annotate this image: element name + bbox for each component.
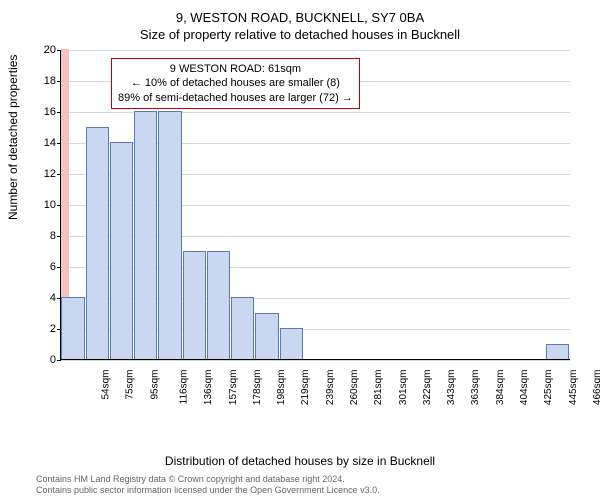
y-tick-label: 6 bbox=[26, 261, 56, 273]
chart-container: 9, WESTON ROAD, BUCKNELL, SY7 0BA Size o… bbox=[0, 0, 600, 500]
y-tick-label: 20 bbox=[26, 44, 56, 56]
x-tick-label: 425sqm bbox=[543, 370, 554, 406]
y-tick-label: 8 bbox=[26, 230, 56, 242]
histogram-bar bbox=[183, 251, 206, 360]
x-tick-label: 95sqm bbox=[149, 370, 160, 400]
subtitle: Size of property relative to detached ho… bbox=[0, 25, 600, 42]
histogram-bar bbox=[134, 111, 157, 359]
x-tick-label: 343sqm bbox=[446, 370, 457, 406]
x-tick-label: 239sqm bbox=[325, 370, 336, 406]
y-tick-label: 4 bbox=[26, 292, 56, 304]
plot-area: 9 WESTON ROAD: 61sqm ← 10% of detached h… bbox=[60, 50, 570, 360]
y-tick-label: 16 bbox=[26, 106, 56, 118]
x-tick-label: 198sqm bbox=[276, 370, 287, 406]
footer-line2: Contains public sector information licen… bbox=[36, 485, 380, 496]
x-tick-label: 466sqm bbox=[592, 370, 600, 406]
x-tick-label: 136sqm bbox=[203, 370, 214, 406]
y-tick-label: 0 bbox=[26, 354, 56, 366]
bar-slot bbox=[497, 50, 521, 359]
y-axis-label: Number of detached properties bbox=[6, 55, 20, 220]
bar-slot bbox=[61, 50, 85, 359]
bar-slot bbox=[449, 50, 473, 359]
bar-slot bbox=[521, 50, 545, 359]
y-tick-label: 12 bbox=[26, 168, 56, 180]
bar-slot bbox=[473, 50, 497, 359]
footer-line1: Contains HM Land Registry data © Crown c… bbox=[36, 474, 380, 485]
y-tick-label: 18 bbox=[26, 75, 56, 87]
histogram-bar bbox=[280, 328, 303, 359]
histogram-bar bbox=[231, 297, 254, 359]
x-tick-label: 301sqm bbox=[398, 370, 409, 406]
histogram-bar bbox=[61, 297, 84, 359]
x-tick-label: 75sqm bbox=[125, 370, 136, 400]
bar-slot bbox=[376, 50, 400, 359]
x-tick-label: 384sqm bbox=[495, 370, 506, 406]
x-tick-label: 322sqm bbox=[422, 370, 433, 406]
annotation-callout: 9 WESTON ROAD: 61sqm ← 10% of detached h… bbox=[111, 58, 360, 109]
address-title: 9, WESTON ROAD, BUCKNELL, SY7 0BA bbox=[0, 0, 600, 25]
histogram-bar bbox=[207, 251, 230, 360]
x-axis-label: Distribution of detached houses by size … bbox=[0, 454, 600, 468]
callout-line3: 89% of semi-detached houses are larger (… bbox=[118, 91, 353, 105]
y-tick-label: 14 bbox=[26, 137, 56, 149]
bar-slot bbox=[85, 50, 109, 359]
x-tick-label: 157sqm bbox=[228, 370, 239, 406]
x-tick-label: 260sqm bbox=[349, 370, 360, 406]
x-tick-label: 363sqm bbox=[471, 370, 482, 406]
y-tick-mark bbox=[57, 360, 61, 361]
x-tick-label: 219sqm bbox=[301, 370, 312, 406]
callout-line2: ← 10% of detached houses are smaller (8) bbox=[118, 76, 353, 90]
bar-slot bbox=[400, 50, 424, 359]
histogram-bar bbox=[546, 344, 569, 360]
histogram-bar bbox=[110, 142, 133, 359]
x-tick-label: 445sqm bbox=[568, 370, 579, 406]
x-tick-label: 54sqm bbox=[101, 370, 112, 400]
y-tick-label: 2 bbox=[26, 323, 56, 335]
footer-attribution: Contains HM Land Registry data © Crown c… bbox=[36, 474, 380, 497]
bar-slot bbox=[546, 50, 570, 359]
callout-line1: 9 WESTON ROAD: 61sqm bbox=[118, 62, 353, 76]
y-tick-label: 10 bbox=[26, 199, 56, 211]
grid-line bbox=[61, 360, 570, 361]
chart-area: 9 WESTON ROAD: 61sqm ← 10% of detached h… bbox=[60, 50, 570, 400]
x-tick-label: 116sqm bbox=[178, 370, 189, 405]
x-tick-label: 178sqm bbox=[252, 370, 263, 406]
x-tick-label: 404sqm bbox=[519, 370, 530, 406]
x-tick-label: 281sqm bbox=[373, 370, 384, 406]
histogram-bar bbox=[86, 127, 109, 360]
histogram-bar bbox=[255, 313, 278, 360]
bar-slot bbox=[425, 50, 449, 359]
histogram-bar bbox=[158, 111, 181, 359]
